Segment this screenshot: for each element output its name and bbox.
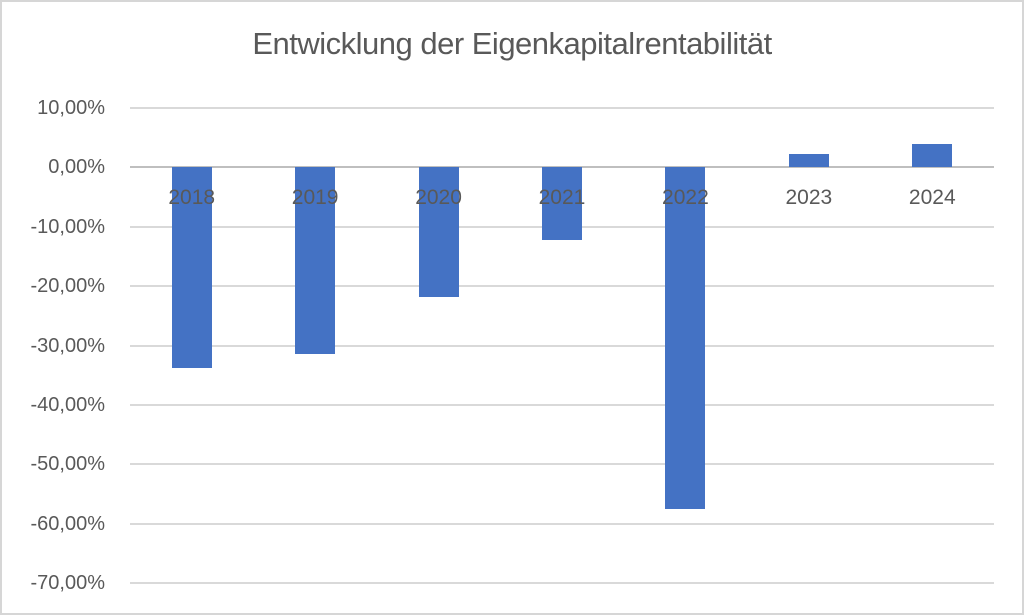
x-category-label: 2021 [538, 186, 586, 210]
x-category-label: 2020 [415, 186, 462, 210]
gridline [130, 344, 994, 347]
x-category-label: 2023 [785, 186, 833, 210]
y-tick-label: -10,00% [30, 215, 106, 238]
gridline [130, 403, 994, 406]
gridline [130, 582, 994, 584]
bar-2020 [418, 167, 459, 298]
gridline [130, 285, 994, 288]
gridline [130, 463, 994, 466]
gridline [130, 522, 994, 525]
y-tick-label: -50,00% [30, 453, 106, 476]
bar-2024 [912, 144, 953, 168]
bar-2019 [295, 167, 336, 354]
x-category-label: 2024 [908, 186, 956, 210]
y-tick-label: -30,00% [30, 334, 106, 357]
y-tick-label: 0,00% [48, 156, 105, 179]
bar-2022 [665, 167, 706, 510]
y-tick-label: -60,00% [30, 512, 106, 535]
gridline [130, 107, 994, 109]
y-tick-label: -70,00% [30, 572, 106, 594]
x-category-label: 2022 [662, 186, 709, 210]
y-tick-label: 10,00% [37, 97, 105, 119]
chart-title: Entwicklung der Eigenkapitalrentabilität [252, 26, 772, 61]
x-category-label: 2019 [291, 186, 339, 210]
bar-2021 [542, 167, 582, 241]
x-category-label: 2018 [168, 186, 216, 210]
bar-2018 [171, 167, 212, 369]
y-tick-label: -40,00% [30, 393, 106, 416]
bar-2023 [788, 154, 829, 168]
y-tick-label: -20,00% [30, 275, 106, 298]
